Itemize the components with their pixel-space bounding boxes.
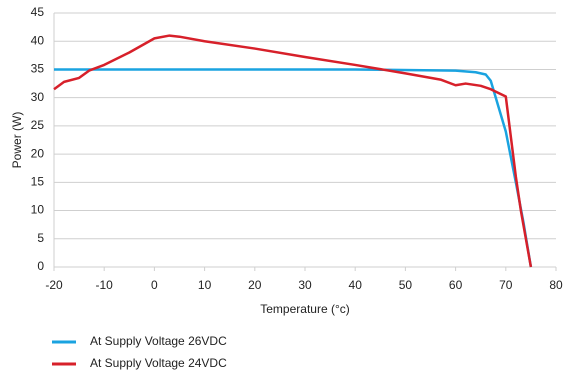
y-tick-label: 45 xyxy=(31,5,45,19)
y-tick-label: 35 xyxy=(31,62,45,76)
x-tick-label: 60 xyxy=(449,278,463,292)
y-tick-label: 5 xyxy=(37,231,44,245)
x-tick-label: 30 xyxy=(298,278,312,292)
x-tick-label: -20 xyxy=(45,278,63,292)
x-axis-label: Temperature (°c) xyxy=(260,302,350,316)
y-tick-label: 30 xyxy=(31,90,45,104)
legend-label: At Supply Voltage 26VDC xyxy=(90,334,227,348)
x-tick-label: 70 xyxy=(499,278,513,292)
y-tick-label: 15 xyxy=(31,175,45,189)
y-tick-label: 40 xyxy=(31,33,45,47)
x-tick-label: 0 xyxy=(151,278,158,292)
y-axis-label: Power (W) xyxy=(10,112,24,169)
y-tick-label: 0 xyxy=(37,259,44,273)
x-tick-label: 50 xyxy=(399,278,413,292)
x-tick-label: -10 xyxy=(96,278,114,292)
y-tick-label: 20 xyxy=(31,146,45,160)
x-tick-label: 10 xyxy=(198,278,212,292)
series-line xyxy=(54,68,533,268)
y-tick-label: 25 xyxy=(31,118,45,132)
series-line xyxy=(53,34,533,268)
y-tick-label: 10 xyxy=(31,203,45,217)
legend-label: At Supply Voltage 24VDC xyxy=(90,356,227,370)
x-tick-label: 40 xyxy=(349,278,363,292)
x-tick-label: 80 xyxy=(549,278,563,292)
x-tick-label: 20 xyxy=(248,278,262,292)
